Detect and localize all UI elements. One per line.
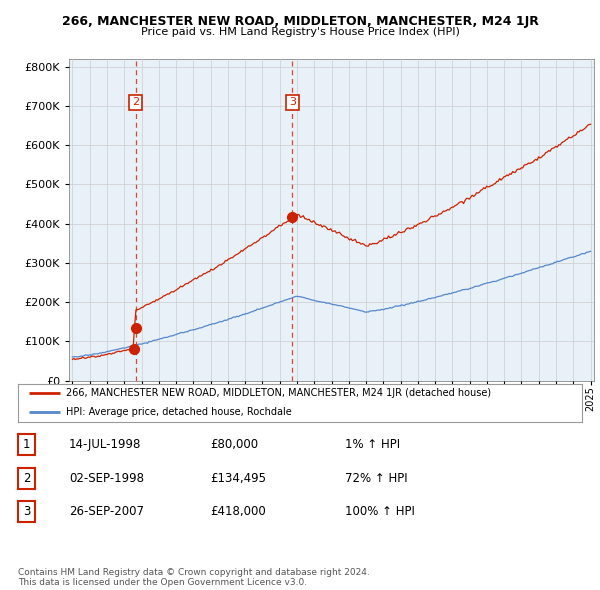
Text: Contains HM Land Registry data © Crown copyright and database right 2024.
This d: Contains HM Land Registry data © Crown c… [18,568,370,587]
Text: HPI: Average price, detached house, Rochdale: HPI: Average price, detached house, Roch… [66,407,292,417]
Text: 2: 2 [132,97,139,107]
Text: 02-SEP-1998: 02-SEP-1998 [69,471,144,485]
Text: £80,000: £80,000 [210,438,258,451]
Text: 1: 1 [23,438,30,451]
Text: £134,495: £134,495 [210,471,266,485]
Text: 26-SEP-2007: 26-SEP-2007 [69,505,144,519]
Text: 3: 3 [289,97,296,107]
Text: 266, MANCHESTER NEW ROAD, MIDDLETON, MANCHESTER, M24 1JR (detached house): 266, MANCHESTER NEW ROAD, MIDDLETON, MAN… [66,388,491,398]
Text: 3: 3 [23,505,30,519]
Text: £418,000: £418,000 [210,505,266,519]
Text: Price paid vs. HM Land Registry's House Price Index (HPI): Price paid vs. HM Land Registry's House … [140,27,460,37]
Text: 14-JUL-1998: 14-JUL-1998 [69,438,142,451]
Text: 72% ↑ HPI: 72% ↑ HPI [345,471,407,485]
Text: 1% ↑ HPI: 1% ↑ HPI [345,438,400,451]
Text: 266, MANCHESTER NEW ROAD, MIDDLETON, MANCHESTER, M24 1JR: 266, MANCHESTER NEW ROAD, MIDDLETON, MAN… [62,15,538,28]
Text: 100% ↑ HPI: 100% ↑ HPI [345,505,415,519]
Text: 2: 2 [23,471,30,485]
